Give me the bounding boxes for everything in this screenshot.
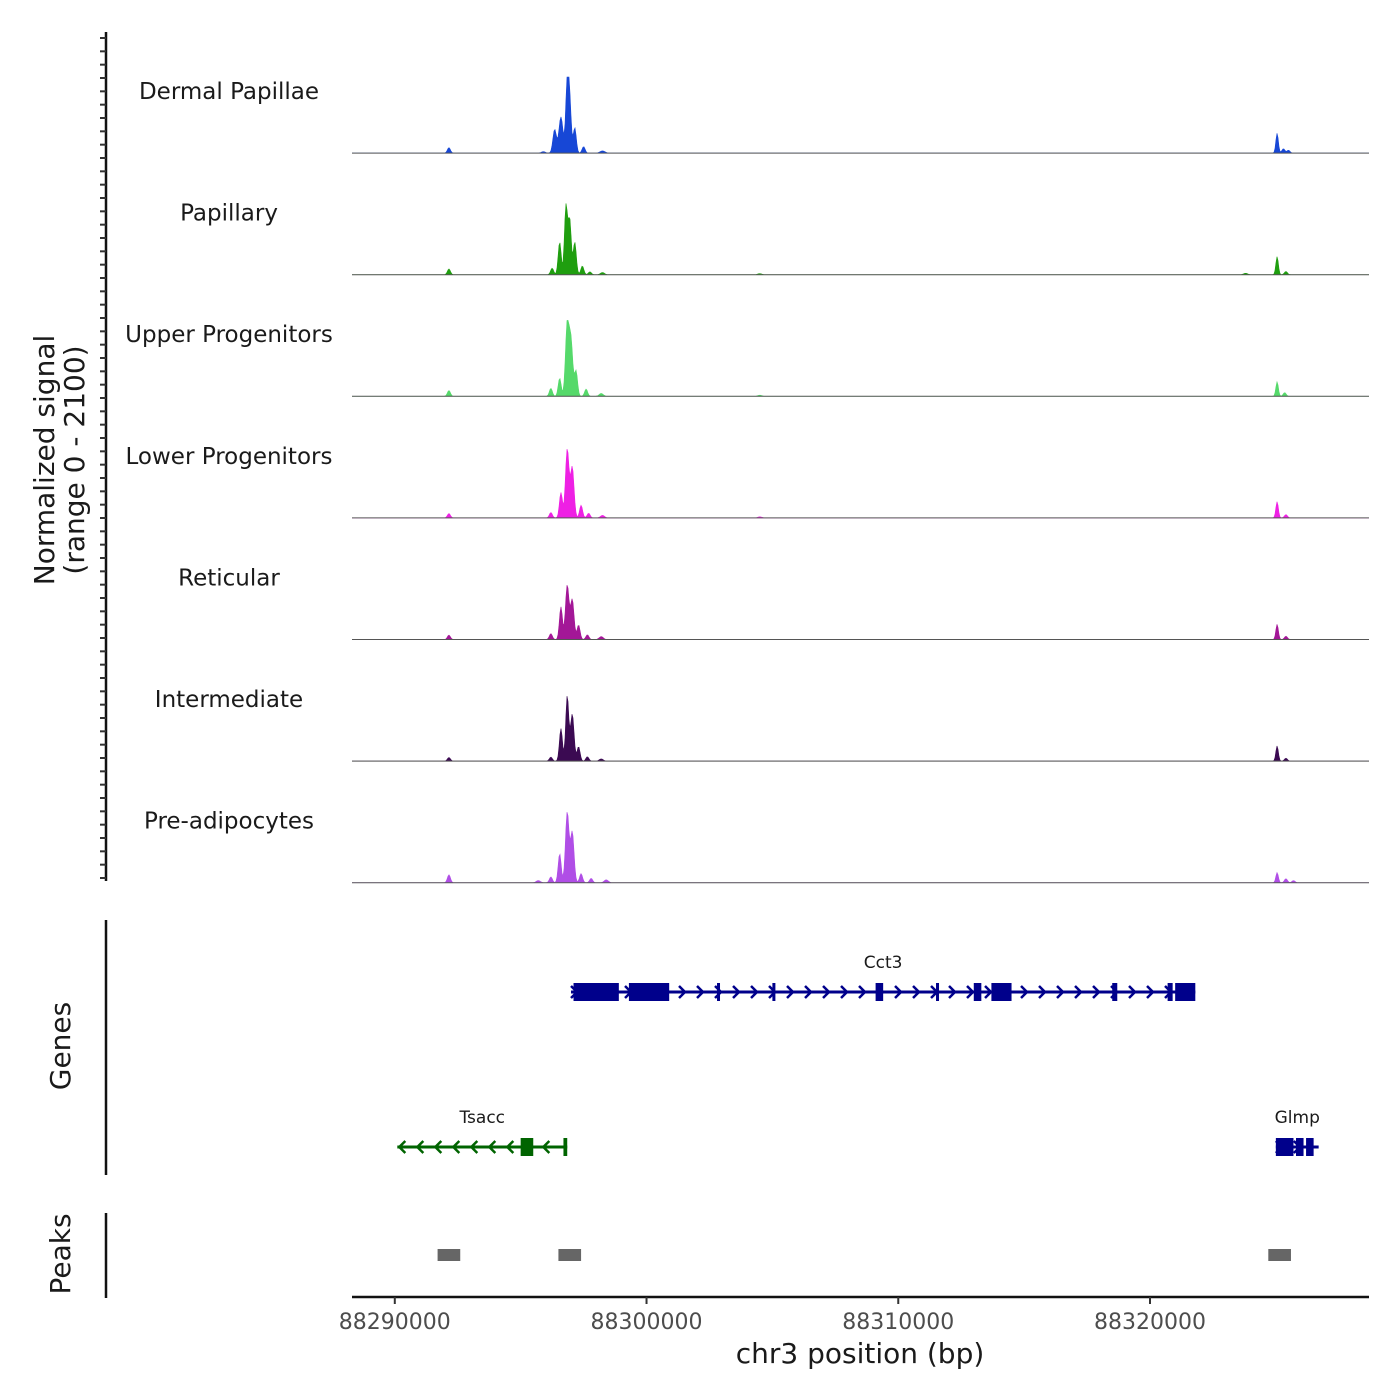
strand-arrow <box>732 985 741 999</box>
strand-arrow <box>1092 985 1101 999</box>
peak-region <box>1268 1249 1291 1261</box>
coverage-track-reticular: Reticular <box>178 565 1369 640</box>
strand-arrow <box>966 985 975 999</box>
x-axis: 88290000 88300000 88310000 88320000 <box>339 1295 1369 1335</box>
coverage-track-upper-progenitors: Upper Progenitors <box>125 319 1369 397</box>
coverage-area-upper-progenitors <box>352 319 1369 397</box>
strand-arrow <box>912 985 921 999</box>
strand-arrow <box>786 985 795 999</box>
strand-arrow <box>1020 985 1029 999</box>
strand-arrow <box>451 1140 461 1154</box>
gene-exon <box>1112 983 1118 1001</box>
gene-label-cct3: Cct3 <box>864 953 903 973</box>
strand-arrow <box>678 985 687 999</box>
strand-arrow <box>804 985 813 999</box>
strand-arrow <box>1146 985 1155 999</box>
gene-exon <box>1306 1138 1314 1156</box>
strand-arrow <box>840 985 849 999</box>
track-label-papillary: Papillary <box>180 201 278 227</box>
strand-arrow <box>696 985 705 999</box>
strand-arrow <box>750 985 759 999</box>
x-tick-label: 88290000 <box>339 1310 451 1335</box>
gene-exon <box>973 983 982 1001</box>
strand-arrow <box>397 1140 407 1154</box>
coverage-track-pre-adipocytes: Pre-adipocytes <box>144 809 1369 884</box>
gene-exon <box>1295 1138 1304 1156</box>
gene-exon <box>520 1138 534 1156</box>
coverage-area-intermediate <box>352 696 1369 762</box>
x-tick-label: 88310000 <box>842 1310 954 1335</box>
strand-arrow <box>1038 985 1047 999</box>
coverage-area-pre-adipocytes <box>352 812 1369 883</box>
strand-arrow <box>948 985 957 999</box>
coverage-y-axis-title-line2: (range 0 - 2100) <box>58 345 91 574</box>
x-axis-title: chr3 position (bp) <box>736 1337 985 1370</box>
peaks-track-title: Peaks <box>44 1213 77 1294</box>
genes-track-title: Genes <box>44 1002 77 1090</box>
track-label-dermal-papillae: Dermal Papillae <box>139 79 319 105</box>
gene-annotation-track: Cct3 Tsacc Glmp <box>104 920 1320 1175</box>
gene-exon <box>573 983 619 1001</box>
track-label-lower-progenitors: Lower Progenitors <box>126 444 333 470</box>
coverage-track-lower-progenitors: Lower Progenitors <box>126 444 1369 519</box>
x-tick-label: 88320000 <box>1094 1310 1206 1335</box>
strand-arrow <box>1056 985 1065 999</box>
gene-glmp: Glmp <box>1275 1108 1320 1156</box>
gene-cct3: Cct3 <box>570 953 1196 1001</box>
peak-region <box>558 1249 582 1261</box>
coverage-tracks: Dermal Papillae Papillary Upper Progenitor… <box>125 76 1369 884</box>
gene-tsacc: Tsacc <box>397 1108 568 1156</box>
strand-arrow <box>984 985 993 999</box>
strand-arrow <box>541 1140 551 1154</box>
gene-exon <box>991 983 1012 1001</box>
track-label-pre-adipocytes: Pre-adipocytes <box>144 809 314 835</box>
gene-exon <box>875 983 884 1001</box>
strand-arrow <box>858 985 867 999</box>
coverage-y-axis-title-line1: Normalized signal <box>28 335 61 586</box>
gene-exon <box>563 1138 568 1156</box>
gene-label-glmp: Glmp <box>1275 1108 1320 1128</box>
strand-arrow <box>822 985 831 999</box>
coverage-y-axis <box>100 32 108 881</box>
strand-arrow <box>714 985 723 999</box>
gene-exon <box>1175 983 1196 1001</box>
strand-arrow <box>1074 985 1083 999</box>
gene-exon <box>1275 1138 1294 1156</box>
peak-region <box>437 1249 461 1261</box>
strand-arrow <box>894 985 903 999</box>
coverage-track-papillary: Papillary <box>180 201 1369 276</box>
coverage-area-dermal-papillae <box>352 76 1369 154</box>
track-label-reticular: Reticular <box>178 565 280 591</box>
gene-exon <box>772 983 776 1001</box>
gene-exon <box>717 983 721 1001</box>
gene-label-tsacc: Tsacc <box>458 1108 505 1128</box>
strand-arrow <box>505 1140 515 1154</box>
strand-arrow <box>415 1140 425 1154</box>
strand-arrow <box>433 1140 443 1154</box>
strand-arrow <box>487 1140 497 1154</box>
peak-track <box>104 1213 1291 1298</box>
coverage-area-lower-progenitors <box>352 449 1369 519</box>
coverage-track-intermediate: Intermediate <box>155 687 1369 762</box>
x-tick-label: 88300000 <box>591 1310 703 1335</box>
gene-exon <box>1167 983 1173 1001</box>
gene-exon <box>628 983 670 1001</box>
coverage-area-reticular <box>352 585 1369 640</box>
track-label-intermediate: Intermediate <box>155 687 303 713</box>
track-label-upper-progenitors: Upper Progenitors <box>125 322 333 348</box>
strand-arrow <box>469 1140 479 1154</box>
gene-exon <box>936 983 940 1001</box>
coverage-track-dermal-papillae: Dermal Papillae <box>139 76 1369 154</box>
coverage-area-papillary <box>352 203 1369 275</box>
strand-arrow <box>1128 985 1137 999</box>
